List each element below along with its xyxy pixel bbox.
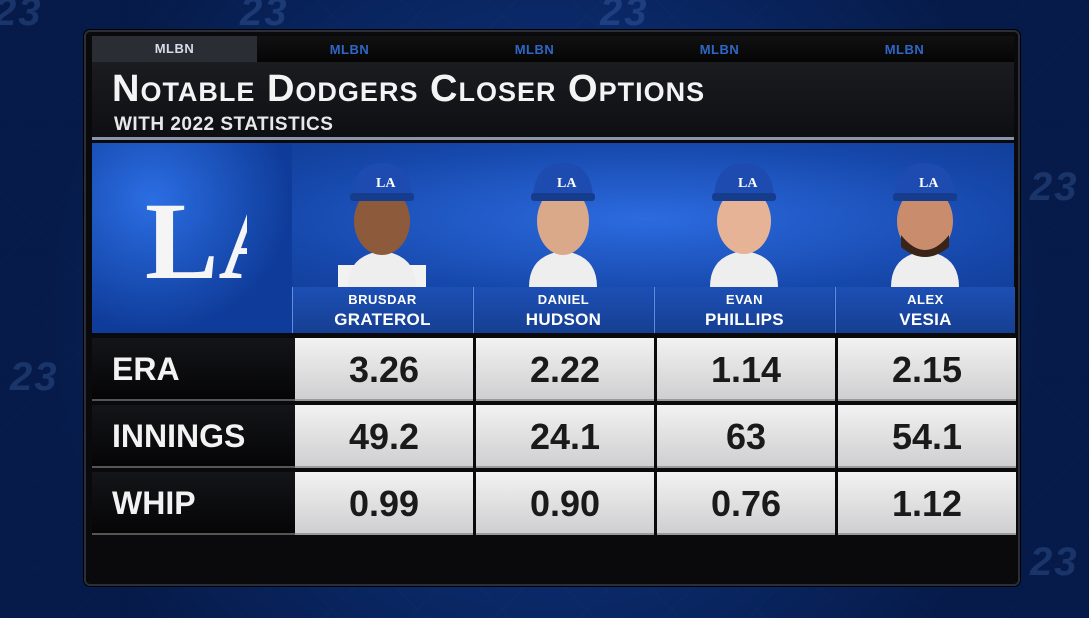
stat-label: ERA [92,338,295,401]
ticker-item: MLBN [884,41,925,57]
stat-value: 2.15 [838,338,1016,401]
stat-row-innings: INNINGS 49.2 24.1 63 54.1 [92,405,1016,468]
player-photo: LA [529,163,597,287]
svg-text:LA: LA [376,176,396,191]
player-name: EVAN PHILLIPS [654,287,834,333]
ticker-item: MLBN [92,36,257,62]
la-logo-icon: LA [145,180,247,302]
player-last-name: HUDSON [525,310,602,329]
stat-label: INNINGS [92,405,295,468]
stat-value: 49.2 [295,405,473,468]
stat-row-era: ERA 3.26 2.22 1.14 2.15 [92,338,1016,401]
player-first-name: DANIEL [537,292,590,307]
stat-value: 0.76 [657,472,835,535]
stat-value: 1.12 [838,472,1016,535]
player-photo: LA [338,163,426,287]
stat-value: 0.99 [295,472,473,535]
player-card-graterol: LA BRUSDAR GRATEROL [292,143,472,333]
stat-value: 63 [657,405,835,468]
player-name: ALEX VESIA [835,287,1015,333]
stat-value: 1.14 [657,338,835,401]
page-title: Notable Dodgers Closer Options [112,68,706,110]
player-card-hudson: LA DANIEL HUDSON [473,143,653,333]
title-bar: Notable Dodgers Closer Options WITH 2022… [92,62,1014,140]
stat-label: WHIP [92,472,295,535]
player-last-name: VESIA [899,310,952,329]
stat-value: 54.1 [838,405,1016,468]
ticker-item: MLBN [514,41,555,57]
page-subtitle: WITH 2022 STATISTICS [114,114,334,135]
player-photo: LA [891,163,959,287]
stat-value: 3.26 [295,338,473,401]
ticker-item: MLBN [329,41,370,57]
player-name: DANIEL HUDSON [473,287,653,333]
background-23-mark: 23 [1030,165,1079,209]
player-name: BRUSDAR GRATEROL [292,287,472,333]
player-photo-row: LA LA BRUSDAR GRATEROL [92,143,1015,333]
stats-table: ERA 3.26 2.22 1.14 2.15 INNINGS 49.2 24.… [92,338,1016,539]
svg-text:LA: LA [738,176,758,191]
player-card-phillips: LA EVAN PHILLIPS [654,143,834,333]
svg-text:LA: LA [919,176,939,191]
player-first-name: EVAN [725,292,764,307]
player-last-name: PHILLIPS [705,310,784,329]
stat-value: 2.22 [476,338,654,401]
background-23-mark: 23 [1030,540,1079,584]
svg-text:LA: LA [557,176,577,191]
stat-value: 24.1 [476,405,654,468]
ticker-item: MLBN [699,41,740,57]
svg-text:LA: LA [145,180,247,302]
dodgers-logo: LA [92,143,292,333]
player-photo: LA [710,163,778,287]
background-23-mark: 23 [600,0,649,34]
background-23-mark: 23 [240,0,289,34]
player-first-name: BRUSDAR [348,292,417,307]
network-ticker: MLBN MLBN MLBN MLBN MLBN [92,36,1014,62]
player-card-vesia: LA ALEX VESIA [835,143,1015,333]
background-23-mark: 23 [10,355,59,399]
background-23-mark: 23 [0,0,43,34]
stat-row-whip: WHIP 0.99 0.90 0.76 1.12 [92,472,1016,535]
player-last-name: GRATEROL [334,310,431,329]
stat-value: 0.90 [476,472,654,535]
player-first-name: ALEX [907,292,944,307]
graphic-panel: MLBN MLBN MLBN MLBN MLBN Notable Dodgers… [84,30,1020,586]
